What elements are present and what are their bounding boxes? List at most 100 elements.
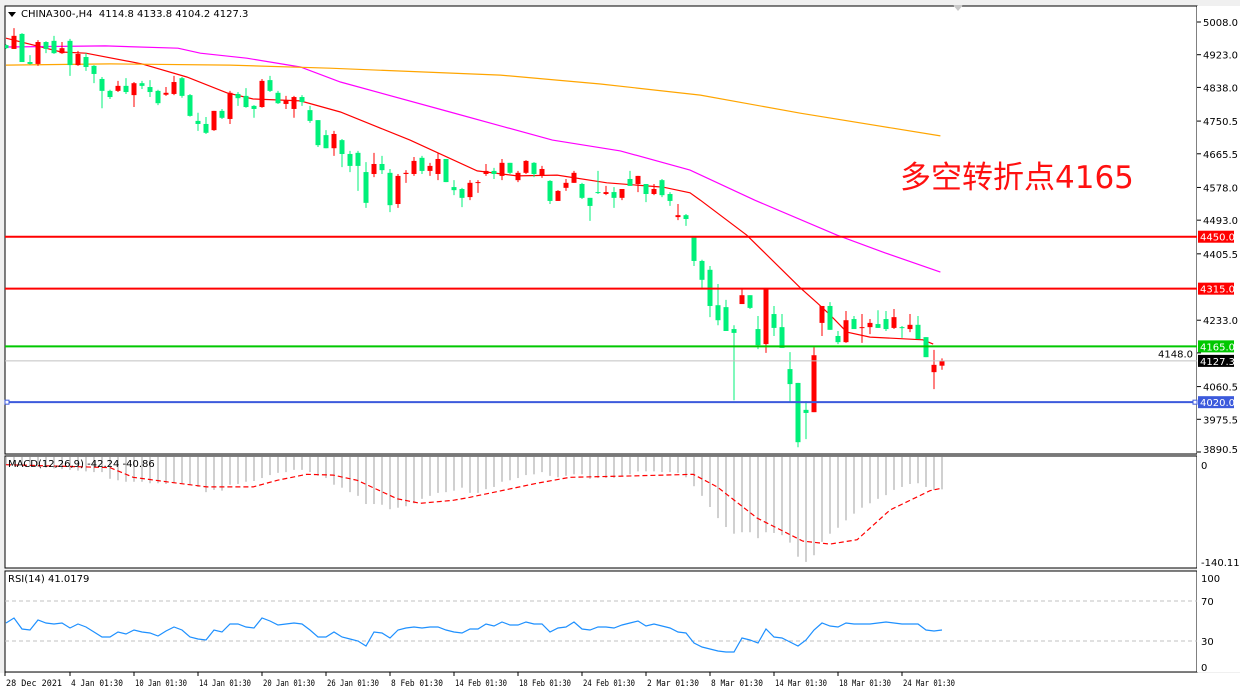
candle-body (547, 180, 553, 201)
candle-body (891, 317, 897, 328)
price-tick-label: 4405.5 (1203, 250, 1238, 261)
candle (251, 105, 257, 118)
candle-body (155, 90, 161, 104)
line-handle-left (4, 399, 10, 405)
level-label: 4020.0 (1200, 398, 1235, 409)
candle (163, 87, 169, 96)
time-tick-label: 4 Jan 01:30 (71, 679, 123, 689)
candle (5, 44, 9, 49)
candle (75, 50, 81, 66)
candle (675, 204, 681, 221)
candle (723, 299, 729, 331)
price-tick-label: 4578.0 (1203, 183, 1238, 194)
candle-body (779, 327, 785, 348)
time-tick-label: 20 Jan 01:30 (263, 679, 315, 689)
candle-body (35, 42, 41, 64)
candle-body (115, 85, 121, 91)
candle-body (403, 172, 409, 174)
candle (499, 158, 505, 181)
candle-body (491, 170, 497, 174)
price-tick-label: 4750.5 (1203, 117, 1238, 128)
candle (147, 80, 153, 98)
candle (211, 110, 217, 131)
price-tick-label: 4148.0 (1158, 350, 1193, 361)
rsi-tick-label: 0 (1201, 663, 1207, 674)
candle (531, 162, 537, 178)
candle (307, 105, 313, 123)
candle-body (131, 83, 137, 96)
candle (851, 315, 857, 330)
candle (667, 192, 673, 206)
candle (755, 315, 761, 350)
candle-body (227, 92, 233, 119)
candle (315, 120, 321, 148)
candle-body (811, 355, 817, 413)
level-label-box (1198, 282, 1234, 295)
candle-body (139, 83, 145, 86)
candle (403, 170, 409, 183)
candle-body (795, 382, 801, 443)
candle (651, 183, 657, 196)
candle (387, 168, 393, 213)
candle-body (43, 42, 49, 49)
candle (235, 92, 241, 106)
price-tick-label: 4838.0 (1203, 83, 1238, 94)
candle-body (459, 188, 465, 198)
candle-body (907, 324, 913, 330)
candle (299, 95, 305, 106)
candle (411, 157, 417, 176)
candle (139, 80, 145, 89)
candle (595, 170, 601, 194)
candle (443, 158, 449, 183)
candle-body (411, 160, 417, 174)
candle (739, 289, 745, 305)
candle-body (147, 87, 153, 93)
chart-shift-marker-icon (953, 5, 963, 11)
candle (523, 160, 529, 174)
candle-body (691, 235, 697, 261)
candle-body (5, 45, 9, 49)
rsi-indicator-label: RSI(14) 41.0179 (8, 574, 90, 585)
candle-body (419, 157, 425, 171)
candle-body (27, 62, 33, 64)
candle (627, 170, 633, 186)
candle-body (643, 183, 649, 194)
level-label-box (1198, 396, 1234, 409)
candle-body (435, 158, 441, 174)
price-tick-label: 4493.0 (1203, 216, 1238, 227)
candle (155, 89, 161, 106)
candle (419, 155, 425, 174)
candle-body (675, 215, 681, 218)
candle-body (59, 48, 65, 54)
candle-body (11, 35, 17, 49)
main-plot (5, 28, 945, 448)
candle-body (563, 182, 569, 188)
candle (11, 28, 17, 49)
candle (547, 180, 553, 205)
candle-body (467, 182, 473, 198)
candle (91, 65, 97, 84)
candle-body (83, 57, 89, 68)
candle-body (523, 160, 529, 173)
candle (875, 310, 881, 328)
rsi-tick-label: 70 (1201, 597, 1214, 608)
candle-body (899, 327, 905, 329)
candle (915, 315, 921, 340)
candle (635, 175, 641, 193)
candle (891, 309, 897, 330)
time-tick-label: 24 Mar 01:30 (903, 679, 955, 689)
time-tick-label: 26 Jan 01:30 (327, 679, 379, 689)
candle (331, 130, 337, 156)
time-tick-label: 28 Dec 2021 (6, 679, 62, 689)
candle-body (219, 110, 225, 118)
candle-body (251, 105, 257, 109)
dropdown-triangle-icon[interactable] (8, 11, 16, 17)
candle-body (851, 319, 857, 330)
candle-body (651, 188, 657, 194)
time-tick-label: 14 Jan 01:30 (199, 679, 251, 689)
candle (123, 78, 129, 94)
candle-body (67, 40, 73, 66)
candle (27, 55, 33, 65)
